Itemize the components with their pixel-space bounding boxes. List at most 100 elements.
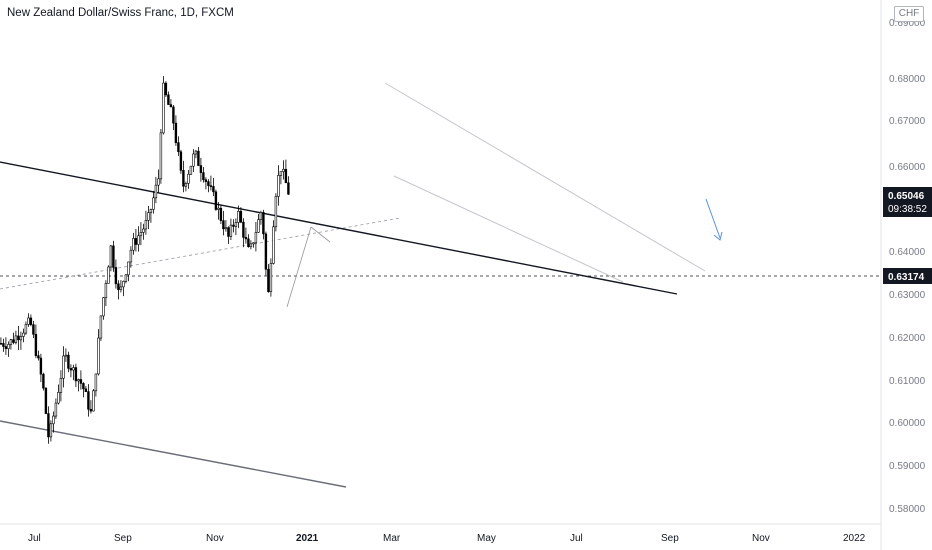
price-tick-label: 0.62000 (889, 333, 926, 344)
candle-down (47, 413, 50, 438)
candle-down (262, 212, 265, 235)
forecast-arrow-line[interactable] (705, 198, 721, 239)
candle-up (237, 210, 240, 223)
candle-down (12, 339, 15, 343)
candle-up (274, 196, 278, 228)
candle-down (2, 343, 5, 347)
lower-channel-line[interactable] (393, 175, 624, 283)
candle-down (37, 355, 40, 359)
horizontal-level-tag: 0.63174 (883, 268, 932, 284)
candle-up (22, 332, 25, 337)
candle-down (79, 379, 83, 384)
candle-up (52, 415, 55, 425)
candle-down (34, 334, 38, 356)
candle-down (84, 388, 88, 392)
candle-up (9, 339, 13, 345)
candle-down (112, 245, 115, 268)
time-axis[interactable]: Jul Sep Nov 2021 Mar May Jul Sep Nov 2022 (28, 533, 866, 544)
candle-up (234, 222, 238, 227)
candle-up (137, 235, 140, 245)
candle-down (199, 165, 203, 173)
price-axis[interactable]: 0.690000.680000.670000.660000.650000.640… (889, 18, 926, 515)
candle-up (109, 245, 113, 268)
price-tick-label: 0.67000 (889, 116, 926, 127)
candle-up (192, 153, 195, 167)
time-tick-label: 2021 (296, 533, 319, 544)
candle-up (14, 335, 18, 343)
candle-up (149, 209, 153, 213)
candle-up (94, 373, 98, 392)
candle-up (272, 226, 275, 264)
price-tick-label: 0.61000 (889, 376, 926, 387)
upper-channel-line[interactable] (384, 82, 706, 272)
lower-trendline[interactable] (0, 420, 347, 488)
candle-down (214, 191, 218, 210)
candle-up (99, 315, 103, 339)
candle-up (49, 423, 53, 438)
candle-down (212, 186, 215, 193)
candle-down (74, 367, 78, 382)
candle-up (162, 82, 165, 134)
long-resistance-trendline[interactable] (0, 161, 678, 295)
candle-down (247, 238, 250, 248)
candle-down (169, 104, 173, 108)
candle-up (107, 266, 110, 284)
candle-up (159, 132, 163, 180)
candle-up (229, 224, 233, 237)
candle-up (282, 168, 285, 172)
candle-down (182, 170, 185, 187)
candle-up (119, 286, 123, 290)
candle-up (139, 232, 143, 237)
candle-down (202, 172, 205, 181)
candle-down (222, 220, 225, 230)
candle-down (17, 335, 20, 341)
currency-badge[interactable]: CHF (894, 6, 924, 22)
time-tick-label: Jul (28, 533, 41, 544)
candle-up (277, 175, 280, 197)
candle-up (19, 336, 23, 341)
candle-up (127, 261, 130, 276)
price-tick-label: 0.69000 (889, 18, 926, 29)
small-triangle-line[interactable] (286, 226, 312, 308)
candle-down (134, 238, 138, 245)
candle-down (219, 207, 223, 221)
candle-down (287, 182, 290, 195)
price-tick-label: 0.66000 (889, 162, 926, 173)
candle-up (24, 324, 28, 334)
candle-up (152, 197, 155, 210)
candle-up (97, 337, 100, 375)
candle-up (254, 231, 258, 244)
candle-down (117, 283, 120, 290)
candle-down (44, 387, 48, 414)
candle-down (242, 221, 245, 238)
price-tick-label: 0.68000 (889, 74, 926, 85)
price-tick-label: 0.64000 (889, 247, 926, 258)
candle-up (72, 367, 75, 371)
candle-up (189, 165, 193, 175)
time-tick-label: Nov (752, 533, 770, 544)
last-price-tag: 0.65046 09:38:52 (883, 187, 932, 217)
small-triangle-line[interactable] (310, 226, 331, 243)
candle-up (132, 238, 135, 251)
candle-down (4, 346, 8, 349)
candle-down (177, 142, 180, 153)
candle-up (157, 178, 160, 186)
candle-down (42, 373, 45, 389)
price-tick-label: 0.60000 (889, 418, 926, 429)
candle-up (124, 274, 128, 282)
candle-up (224, 227, 228, 230)
symbol-title[interactable]: New Zealand Dollar/Swiss Franc, 1D, FXCM (7, 7, 234, 19)
candle-down (197, 150, 200, 166)
price-tick-label: 0.59000 (889, 461, 926, 472)
candle-down (39, 357, 43, 375)
dotted-support-line[interactable] (0, 217, 401, 290)
time-tick-label: May (477, 533, 496, 544)
candle-down (82, 383, 85, 390)
candle-down (167, 94, 170, 105)
candle-up (92, 390, 95, 412)
candle-up (7, 344, 10, 349)
candle-down (174, 122, 178, 143)
candle-up (102, 297, 105, 317)
candle-down (209, 185, 213, 187)
